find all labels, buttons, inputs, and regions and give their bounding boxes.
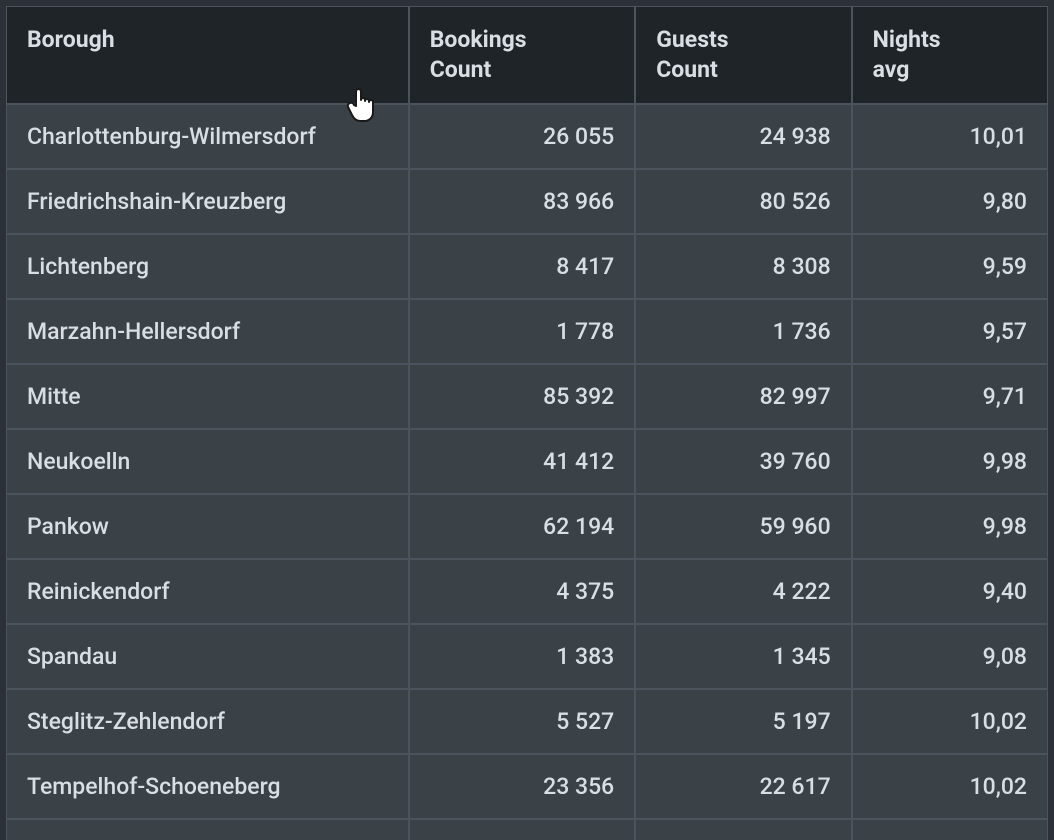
col-header-label: Borough xyxy=(27,26,115,53)
cell-borough: Mitte xyxy=(6,364,409,429)
cell-bookings: 5 527 xyxy=(409,689,636,754)
cell-bookings: 23 356 xyxy=(409,754,636,819)
col-header-nights[interactable]: Nights avg xyxy=(852,6,1048,104)
cell-guests: 1 345 xyxy=(635,624,851,689)
table-row: Tempelhof-Schoeneberg23 35622 61710,02 xyxy=(6,754,1048,819)
cell-nights: 9,71 xyxy=(852,364,1048,429)
cell-borough: Tempelhof-Schoeneberg xyxy=(6,754,409,819)
cell-nights: 9,57 xyxy=(852,299,1048,364)
cell-bookings: 8 417 xyxy=(409,234,636,299)
cell-nights: 10,02 xyxy=(852,689,1048,754)
cell-bookings: 41 412 xyxy=(409,429,636,494)
cell-bookings: 85 392 xyxy=(409,364,636,429)
cell-borough: Friedrichshain-Kreuzberg xyxy=(6,169,409,234)
cell-borough: Spandau xyxy=(6,624,409,689)
col-header-sublabel: Count xyxy=(656,56,718,83)
cell-guests: 82 997 xyxy=(635,364,851,429)
col-header-label: Guests xyxy=(656,26,728,53)
cell-borough: Pankow xyxy=(6,494,409,559)
table-header-row: Borough Bookings Count Guests Count Nigh… xyxy=(6,6,1048,104)
cell-guests: 22 617 xyxy=(635,754,851,819)
cell-bookings: 1 778 xyxy=(409,299,636,364)
cell-borough: Reinickendorf xyxy=(6,559,409,624)
cell-nights: 9,98 xyxy=(852,429,1048,494)
col-header-label: Bookings xyxy=(430,26,527,53)
table-body: Charlottenburg-Wilmersdorf26 05524 93810… xyxy=(6,104,1048,840)
cell-nights: 9,80 xyxy=(852,169,1048,234)
cell-nights: 9,98 xyxy=(852,494,1048,559)
cell-bookings: 83 966 xyxy=(409,169,636,234)
cell-bookings: 26 055 xyxy=(409,104,636,169)
cell-guests: 8 308 xyxy=(635,234,851,299)
table-row: Treptow-Koepenick7 5497 3319,59 xyxy=(6,819,1048,840)
cell-guests: 7 331 xyxy=(635,819,851,840)
borough-stats-table: Borough Bookings Count Guests Count Nigh… xyxy=(6,6,1048,840)
cell-nights: 10,01 xyxy=(852,104,1048,169)
cell-nights: 10,02 xyxy=(852,754,1048,819)
table-row: Neukoelln41 41239 7609,98 xyxy=(6,429,1048,494)
cell-guests: 80 526 xyxy=(635,169,851,234)
cell-bookings: 62 194 xyxy=(409,494,636,559)
cell-guests: 24 938 xyxy=(635,104,851,169)
table-row: Pankow62 19459 9609,98 xyxy=(6,494,1048,559)
table-row: Charlottenburg-Wilmersdorf26 05524 93810… xyxy=(6,104,1048,169)
cell-nights: 9,59 xyxy=(852,234,1048,299)
table-row: Friedrichshain-Kreuzberg83 96680 5269,80 xyxy=(6,169,1048,234)
table-row: Marzahn-Hellersdorf1 7781 7369,57 xyxy=(6,299,1048,364)
cell-bookings: 1 383 xyxy=(409,624,636,689)
cell-borough: Lichtenberg xyxy=(6,234,409,299)
cell-borough: Steglitz-Zehlendorf xyxy=(6,689,409,754)
cell-guests: 5 197 xyxy=(635,689,851,754)
cell-borough: Marzahn-Hellersdorf xyxy=(6,299,409,364)
cell-nights: 9,59 xyxy=(852,819,1048,840)
cell-borough: Neukoelln xyxy=(6,429,409,494)
table-row: Spandau1 3831 3459,08 xyxy=(6,624,1048,689)
cell-guests: 4 222 xyxy=(635,559,851,624)
cell-guests: 1 736 xyxy=(635,299,851,364)
col-header-sublabel: Count xyxy=(430,56,492,83)
col-header-sublabel: avg xyxy=(873,56,910,83)
table-row: Lichtenberg8 4178 3089,59 xyxy=(6,234,1048,299)
cell-borough: Treptow-Koepenick xyxy=(6,819,409,840)
col-header-guests[interactable]: Guests Count xyxy=(635,6,851,104)
table-row: Steglitz-Zehlendorf5 5275 19710,02 xyxy=(6,689,1048,754)
cell-guests: 59 960 xyxy=(635,494,851,559)
cell-bookings: 7 549 xyxy=(409,819,636,840)
table-row: Reinickendorf4 3754 2229,40 xyxy=(6,559,1048,624)
col-header-bookings[interactable]: Bookings Count xyxy=(409,6,636,104)
cell-borough: Charlottenburg-Wilmersdorf xyxy=(6,104,409,169)
table-row: Mitte85 39282 9979,71 xyxy=(6,364,1048,429)
cell-bookings: 4 375 xyxy=(409,559,636,624)
cell-nights: 9,40 xyxy=(852,559,1048,624)
col-header-borough[interactable]: Borough xyxy=(6,6,409,104)
cell-guests: 39 760 xyxy=(635,429,851,494)
col-header-label: Nights xyxy=(873,26,941,53)
cell-nights: 9,08 xyxy=(852,624,1048,689)
